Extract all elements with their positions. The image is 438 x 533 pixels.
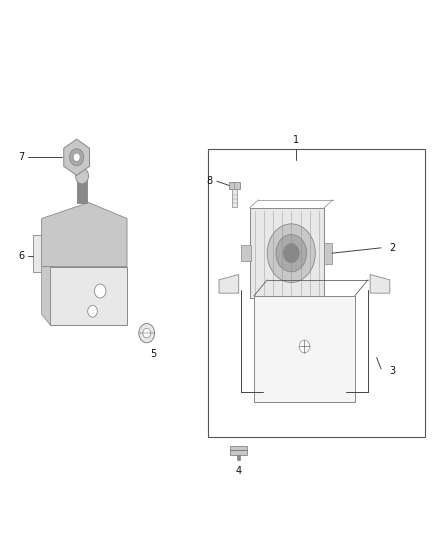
Circle shape — [267, 224, 315, 282]
Text: 4: 4 — [236, 466, 242, 475]
Text: 1: 1 — [293, 135, 299, 144]
Bar — [230, 446, 247, 455]
Bar — [33, 235, 55, 272]
Bar — [254, 296, 355, 402]
Circle shape — [70, 149, 84, 166]
Bar — [229, 182, 240, 189]
Bar — [232, 189, 237, 207]
Bar — [77, 173, 87, 203]
Polygon shape — [370, 274, 390, 293]
Polygon shape — [42, 203, 127, 266]
Circle shape — [299, 340, 310, 353]
Bar — [250, 208, 324, 298]
Circle shape — [139, 324, 155, 343]
Text: 2: 2 — [389, 243, 395, 253]
Text: 7: 7 — [18, 152, 24, 162]
Circle shape — [95, 284, 106, 298]
Circle shape — [143, 328, 151, 338]
Bar — [324, 243, 332, 264]
Circle shape — [75, 168, 88, 184]
Circle shape — [283, 244, 299, 263]
Bar — [241, 245, 251, 261]
Bar — [50, 266, 127, 325]
Circle shape — [276, 235, 307, 272]
Text: 8: 8 — [206, 176, 212, 186]
Circle shape — [73, 153, 80, 161]
Text: 3: 3 — [389, 366, 395, 376]
Text: 5: 5 — [150, 350, 156, 359]
Bar — [208, 149, 425, 437]
Polygon shape — [42, 266, 50, 325]
Polygon shape — [64, 139, 89, 175]
Circle shape — [88, 305, 97, 317]
Bar — [237, 455, 240, 460]
Text: 6: 6 — [18, 251, 24, 261]
Polygon shape — [219, 274, 239, 293]
